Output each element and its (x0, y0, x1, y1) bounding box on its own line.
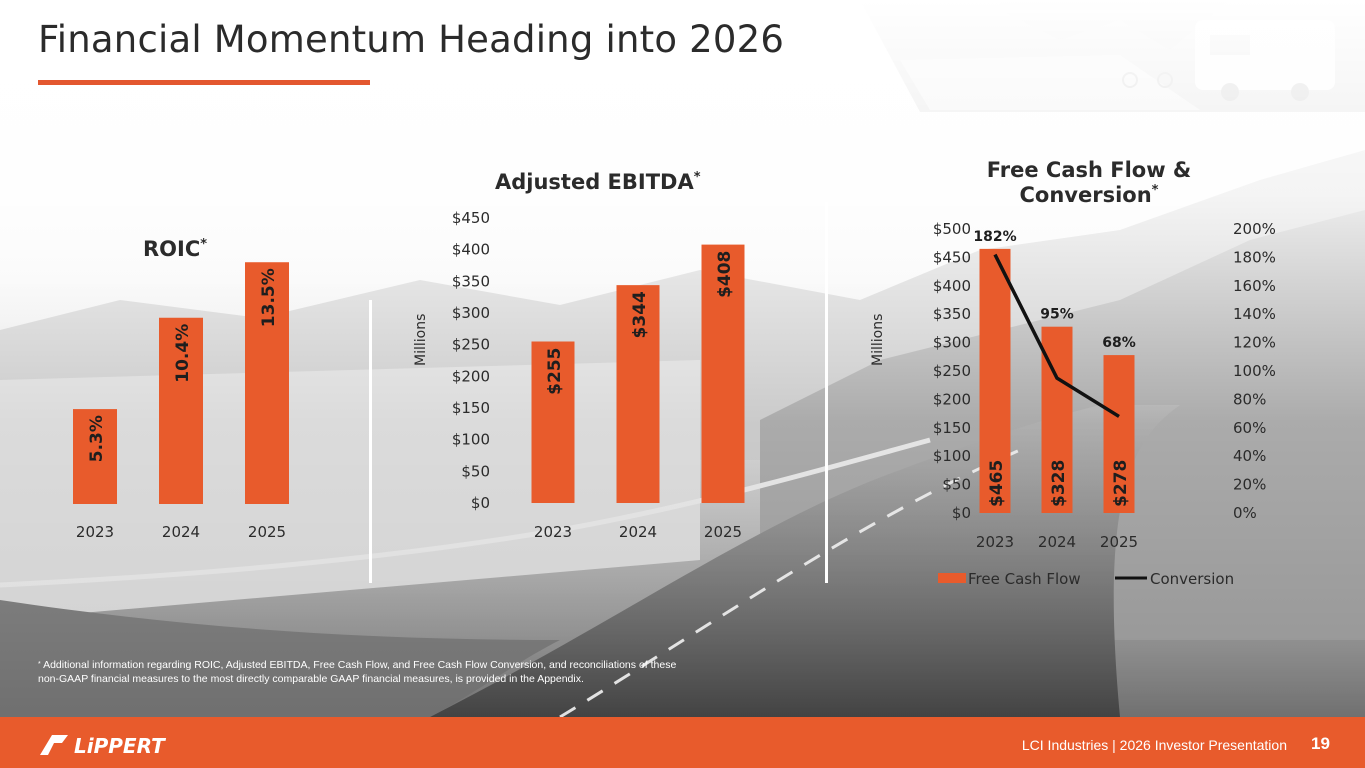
ebitda-y-tick-4: $200 (452, 367, 490, 385)
ebitda-y-tick-1: $50 (461, 462, 490, 480)
fcf-y2-tick-8: 160% (1233, 277, 1276, 295)
ebitda-y-tick-8: $400 (452, 241, 490, 259)
ebitda-category-2024: 2024 (619, 523, 657, 541)
roic-value-label-2023: 5.3% (87, 415, 107, 462)
fcf-y2-tick-10: 200% (1233, 220, 1276, 238)
fcf-y2-tick-7: 140% (1233, 305, 1276, 323)
fcf-y-tick-2: $100 (933, 447, 971, 465)
fcf-y-tick-10: $500 (933, 220, 971, 238)
ebitda-title: Adjusted EBITDA* (495, 170, 701, 194)
roic-bar-2025 (245, 262, 289, 504)
ebitda-y-tick-0: $0 (471, 494, 490, 512)
fcf-y-tick-9: $450 (933, 248, 971, 266)
legend-swatch-free-cash-flow (938, 573, 966, 583)
ebitda-y-tick-7: $350 (452, 272, 490, 290)
fcf-category-2023: 2023 (976, 533, 1014, 551)
roic-bar-2023 (73, 409, 117, 504)
roic-category-2024: 2024 (162, 523, 200, 541)
ebitda-y-tick-3: $150 (452, 399, 490, 417)
roic-value-label-2024: 10.4% (173, 324, 193, 383)
page-number: 19 (1311, 734, 1330, 753)
slide-title: Financial Momentum Heading into 2026 (38, 18, 785, 61)
ebitda-value-label-2025: $408 (715, 251, 735, 298)
fcf-legend: Free Cash Flow Conversion (938, 570, 1234, 588)
ebitda-category-2025: 2025 (704, 523, 742, 541)
ebitda-y-tick-2: $100 (452, 431, 490, 449)
ebitda-y-tick-6: $300 (452, 304, 490, 322)
fcf-y2-tick-0: 0% (1233, 504, 1257, 522)
fcf-value-label-2025: $278 (1111, 460, 1131, 507)
ebitda-bar-2023 (531, 341, 575, 503)
fcf-title-line1: Free Cash Flow & (987, 158, 1192, 182)
legend-label-conversion: Conversion (1150, 570, 1234, 588)
fcf-y2-tick-5: 100% (1233, 362, 1276, 380)
fcf-y2-tick-1: 20% (1233, 476, 1266, 494)
fcf-y2-tick-4: 80% (1233, 390, 1266, 408)
footnote-text: Additional information regarding ROIC, A… (38, 659, 677, 685)
lippert-logo-mark (40, 735, 68, 755)
fcf-y-tick-8: $400 (933, 277, 971, 295)
fcf-y-tick-3: $150 (933, 419, 971, 437)
roic-category-2025: 2025 (248, 523, 286, 541)
fcf-title-line2: Conversion* (1020, 183, 1159, 207)
legend-label-free-cash-flow: Free Cash Flow (968, 570, 1081, 588)
chart-divider-left (369, 300, 372, 583)
footer-bar (0, 717, 1365, 768)
conversion-label-2025: 68% (1102, 335, 1136, 351)
lippert-logo-text: LiPPERT (74, 734, 166, 757)
footer-presentation-title: LCI Industries | 2026 Investor Presentat… (1021, 737, 1287, 753)
ebitda-y-axis-label: Millions (413, 314, 429, 366)
title-underline (38, 80, 370, 85)
ebitda-value-label-2023: $255 (545, 348, 565, 395)
fcf-y2-tick-6: 120% (1233, 334, 1276, 352)
lippert-logo: LiPPERT (40, 734, 166, 757)
fcf-y-tick-5: $250 (933, 362, 971, 380)
fcf-y2-tick-9: 180% (1233, 248, 1276, 266)
roic-category-2023: 2023 (76, 523, 114, 541)
roic-value-label-2025: 13.5% (259, 268, 279, 327)
roic-title: ROIC* (143, 237, 207, 261)
fcf-category-2024: 2024 (1038, 533, 1076, 551)
ebitda-y-tick-5: $250 (452, 336, 490, 354)
conversion-label-2024: 95% (1040, 307, 1074, 323)
fcf-y-tick-7: $350 (933, 305, 971, 323)
fcf-value-label-2024: $328 (1049, 460, 1069, 507)
fcf-bar-2023 (979, 248, 1011, 513)
ebitda-bar-2025 (701, 244, 745, 503)
ebitda-bar-2024 (616, 285, 660, 503)
roic-bar-2024 (159, 317, 203, 504)
footnote: * Additional information regarding ROIC,… (38, 658, 678, 686)
chart-divider-right (825, 202, 828, 583)
ebitda-category-2023: 2023 (534, 523, 572, 541)
footnote-mark: * (38, 661, 41, 668)
conversion-line (993, 253, 1120, 418)
fcf-y-tick-1: $50 (942, 476, 971, 494)
ebitda-value-label-2024: $344 (630, 291, 650, 338)
fcf-y2-tick-3: 60% (1233, 419, 1266, 437)
fcf-y-tick-0: $0 (952, 504, 971, 522)
fcf-y-tick-6: $300 (933, 334, 971, 352)
fcf-y2-tick-2: 40% (1233, 447, 1266, 465)
fcf-bar-2025 (1103, 355, 1135, 513)
fcf-y-axis-label: Millions (870, 314, 886, 366)
fcf-value-label-2023: $465 (987, 460, 1007, 507)
ebitda-y-tick-9: $450 (452, 209, 490, 227)
fcf-category-2025: 2025 (1100, 533, 1138, 551)
fcf-y-tick-4: $200 (933, 390, 971, 408)
conversion-label-2023: 182% (973, 229, 1016, 245)
